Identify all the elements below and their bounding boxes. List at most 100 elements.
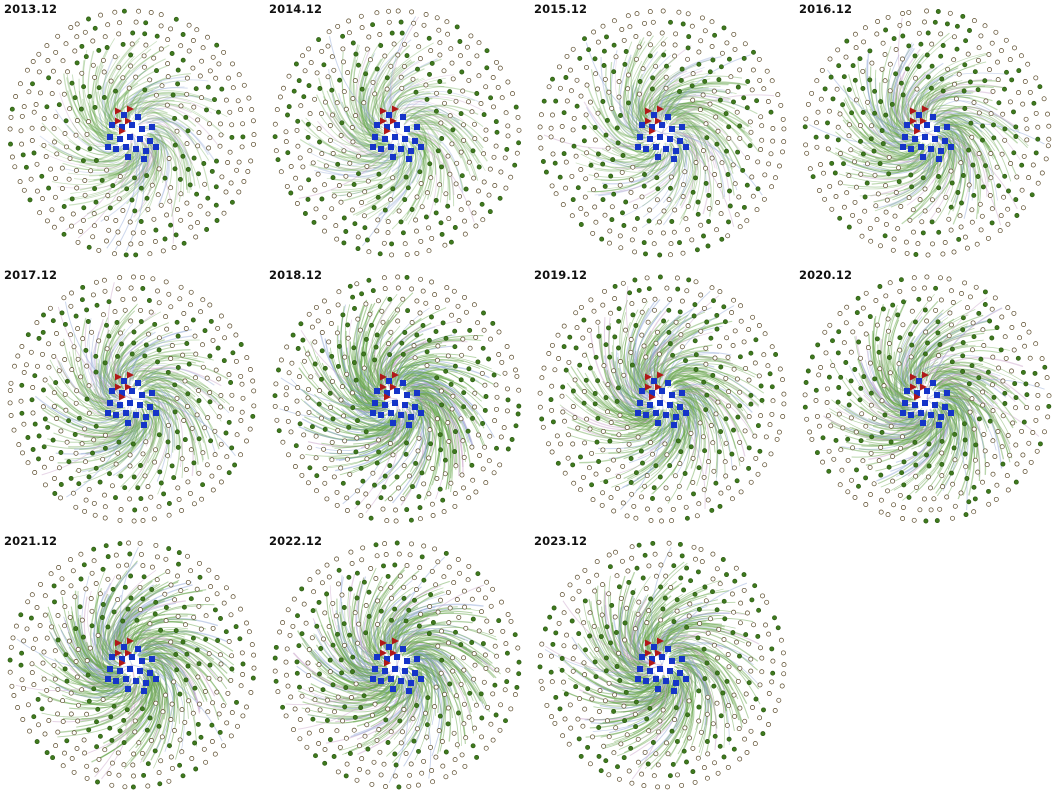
active-node bbox=[850, 111, 854, 115]
inactive-node bbox=[35, 364, 39, 368]
inactive-node bbox=[50, 208, 54, 212]
core-square-node bbox=[922, 134, 928, 140]
inactive-node bbox=[730, 497, 734, 501]
inactive-node bbox=[234, 359, 238, 363]
active-node bbox=[356, 63, 360, 67]
active-node bbox=[668, 464, 672, 468]
inactive-node bbox=[747, 327, 751, 331]
active-node bbox=[736, 150, 740, 154]
network-panel-2014-12: 2014.12 bbox=[265, 0, 528, 262]
inactive-node bbox=[691, 480, 695, 484]
inactive-node bbox=[706, 498, 710, 502]
inactive-node bbox=[249, 159, 253, 163]
inactive-node bbox=[947, 277, 951, 281]
inactive-node bbox=[744, 366, 748, 370]
core-square-node bbox=[382, 402, 388, 408]
inactive-node bbox=[626, 14, 630, 18]
inactive-node bbox=[152, 517, 156, 521]
inactive-node bbox=[703, 29, 707, 33]
inactive-node bbox=[585, 83, 589, 87]
core-square-node bbox=[928, 146, 934, 152]
inactive-node bbox=[986, 236, 990, 240]
inactive-node bbox=[64, 145, 68, 149]
active-node bbox=[746, 79, 750, 83]
inactive-node bbox=[763, 332, 767, 336]
inactive-node bbox=[863, 26, 867, 30]
inactive-node bbox=[146, 207, 150, 211]
active-node bbox=[144, 21, 148, 25]
active-node bbox=[439, 221, 443, 225]
active-node bbox=[287, 105, 291, 109]
inactive-node bbox=[199, 96, 203, 100]
active-node bbox=[54, 381, 58, 385]
inactive-node bbox=[386, 342, 390, 346]
inactive-node bbox=[677, 484, 681, 488]
core-square-node bbox=[408, 148, 414, 154]
inactive-node bbox=[494, 407, 498, 411]
active-node bbox=[459, 378, 463, 382]
inactive-node bbox=[250, 108, 254, 112]
core-square-node bbox=[129, 388, 135, 394]
active-node bbox=[827, 469, 831, 473]
active-node bbox=[613, 335, 617, 339]
inactive-node bbox=[241, 122, 245, 126]
inactive-node bbox=[562, 419, 566, 423]
core-square-node bbox=[934, 126, 940, 132]
inactive-node bbox=[479, 101, 483, 105]
inactive-node bbox=[673, 474, 677, 478]
active-node bbox=[695, 248, 699, 252]
inactive-node bbox=[397, 209, 401, 213]
inactive-node bbox=[753, 361, 757, 365]
active-node bbox=[679, 450, 683, 454]
active-node bbox=[749, 351, 753, 355]
active-node bbox=[550, 77, 554, 81]
inactive-node bbox=[458, 54, 462, 58]
core-square-node bbox=[388, 144, 394, 150]
inactive-node bbox=[476, 189, 480, 193]
inactive-node bbox=[560, 394, 564, 398]
active-node bbox=[748, 144, 752, 148]
active-node bbox=[251, 414, 255, 418]
inactive-node bbox=[52, 354, 56, 358]
inactive-node bbox=[394, 519, 398, 523]
active-node bbox=[132, 330, 136, 334]
network-graph bbox=[265, 266, 528, 528]
inactive-node bbox=[1034, 76, 1038, 80]
active-node bbox=[388, 297, 392, 301]
active-node bbox=[662, 53, 666, 57]
inactive-node bbox=[431, 513, 435, 517]
inactive-node bbox=[169, 305, 173, 309]
inactive-node bbox=[773, 176, 777, 180]
inactive-node bbox=[719, 491, 723, 495]
inactive-node bbox=[248, 427, 252, 431]
active-node bbox=[608, 355, 612, 359]
inactive-node bbox=[699, 329, 703, 333]
active-node bbox=[901, 93, 905, 97]
inactive-node bbox=[859, 172, 863, 176]
active-node bbox=[47, 186, 51, 190]
inactive-node bbox=[562, 324, 566, 328]
inactive-node bbox=[775, 437, 779, 441]
inactive-node bbox=[226, 160, 230, 164]
inactive-node bbox=[771, 139, 775, 143]
inactive-node bbox=[745, 156, 749, 160]
inactive-node bbox=[754, 456, 758, 460]
inactive-node bbox=[472, 303, 476, 307]
core-square-node bbox=[382, 136, 388, 142]
inactive-node bbox=[506, 124, 510, 128]
active-node bbox=[184, 115, 188, 119]
active-node bbox=[878, 284, 882, 288]
active-node bbox=[143, 354, 147, 358]
inactive-node bbox=[286, 453, 290, 457]
core-square-node bbox=[673, 414, 679, 420]
inactive-node bbox=[25, 68, 29, 72]
inactive-node bbox=[141, 518, 145, 522]
inactive-node bbox=[714, 115, 718, 119]
active-node bbox=[273, 135, 277, 139]
active-node bbox=[711, 373, 715, 377]
active-node bbox=[913, 54, 917, 58]
active-node bbox=[88, 147, 92, 151]
core-square-node bbox=[657, 134, 663, 140]
core-square-node bbox=[418, 410, 424, 416]
active-node bbox=[967, 500, 971, 504]
